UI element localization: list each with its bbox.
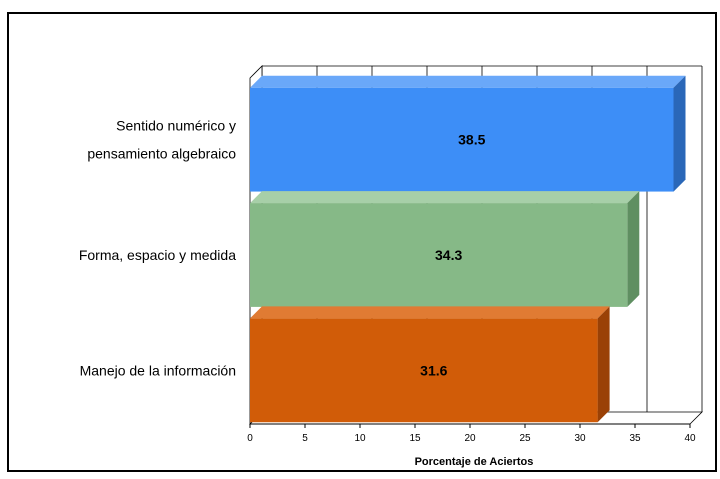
x-tick-label: 15 xyxy=(409,433,421,444)
bar-top-face xyxy=(250,191,640,204)
data-label: 34.3 xyxy=(435,247,462,263)
x-tick-label: 40 xyxy=(684,433,696,444)
bar xyxy=(250,318,598,423)
x-tick-label: 20 xyxy=(464,433,476,444)
x-tick-label: 25 xyxy=(519,433,531,444)
category-label: Forma, espacio y medida xyxy=(79,247,236,263)
x-axis-title: Porcentaje de Aciertos xyxy=(415,456,534,468)
bar-side-face xyxy=(627,191,640,307)
category-label: Manejo de la información xyxy=(80,362,236,378)
data-label: 38.5 xyxy=(458,132,485,148)
x-tick-label: 30 xyxy=(574,433,586,444)
bar-side-face xyxy=(673,75,686,192)
x-tick-label: 10 xyxy=(354,433,366,444)
x-tick-label: 0 xyxy=(247,433,253,444)
bar-top-face xyxy=(250,306,610,319)
x-tick-label: 35 xyxy=(629,433,641,444)
data-label: 31.6 xyxy=(420,362,447,378)
x-axis: 0 5 10 15 20 25 30 35 40 xyxy=(247,423,696,444)
labels-layer: 38.5 Sentido numérico y pensamiento algebr… xyxy=(79,118,486,379)
category-label: Sentido numérico y xyxy=(116,118,236,134)
x-tick-label: 5 xyxy=(302,433,308,444)
category-label: pensamiento algebraico xyxy=(87,146,236,162)
bar xyxy=(250,203,628,307)
bars-layer xyxy=(250,75,686,423)
bar-top-face xyxy=(250,75,686,88)
bar-side-face xyxy=(597,306,610,423)
bar xyxy=(250,87,674,192)
